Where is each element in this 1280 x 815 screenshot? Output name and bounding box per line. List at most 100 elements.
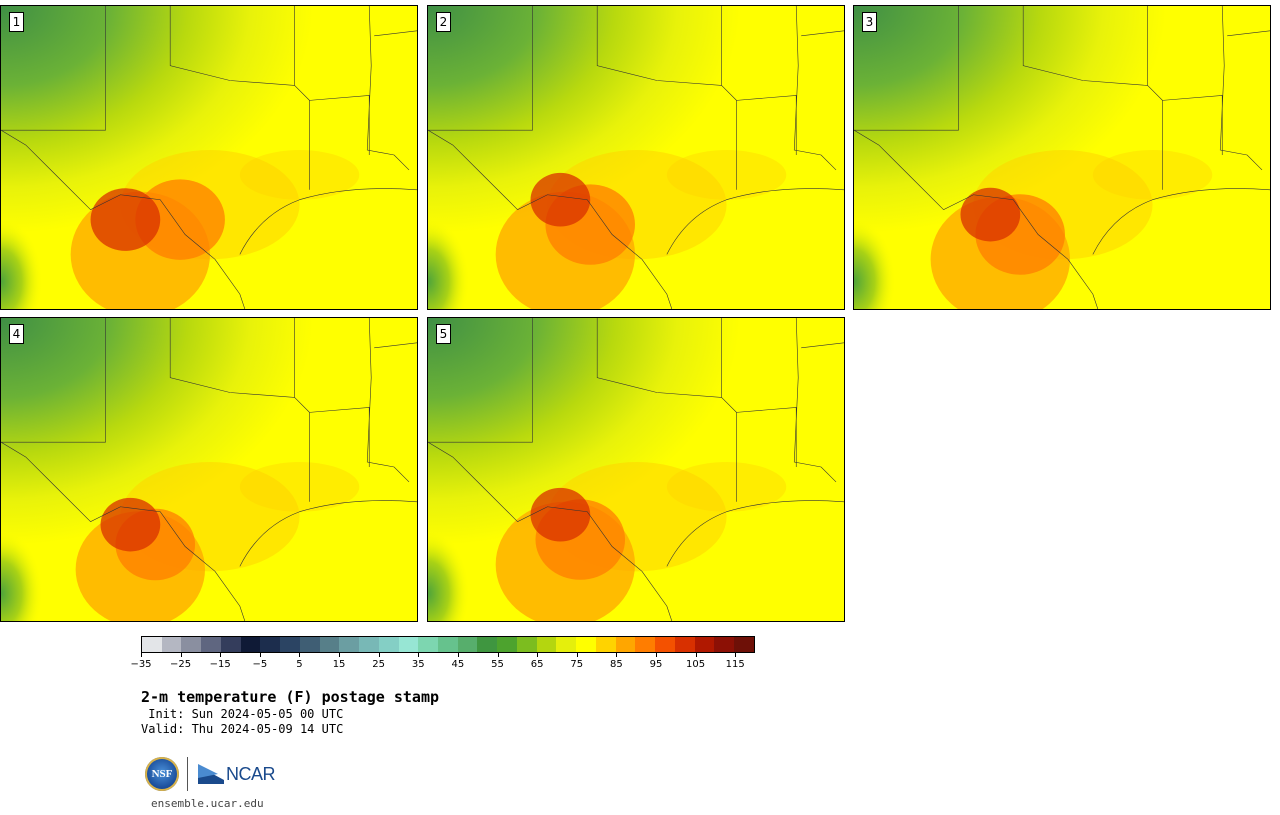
colorbar-segment (714, 637, 735, 652)
colorbar-segment (201, 637, 221, 652)
map-panel-5: 5 (427, 317, 845, 622)
border-line (1022, 6, 1148, 86)
nsf-logo-text: NSF (151, 768, 173, 780)
hot-region (530, 172, 591, 227)
border-line (309, 407, 370, 468)
border-line (428, 441, 673, 621)
colorbar-tick-label: −5 (252, 659, 268, 670)
temperature-map (428, 318, 844, 621)
valid-time: Valid: Thu 2024-05-09 14 UTC (141, 722, 344, 736)
colorbar-tick-label: 95 (649, 659, 663, 670)
border-line (1147, 85, 1163, 190)
colorbar-segment (359, 637, 379, 652)
colorbar-tick-label: 25 (372, 659, 386, 670)
border-line (239, 188, 417, 255)
colorbar-tick (259, 653, 261, 657)
border-line (596, 6, 722, 86)
temperature-map (428, 6, 844, 309)
hot-region (960, 187, 1021, 242)
colorbar-segment (161, 637, 182, 652)
colorbar-tick-label: −15 (209, 659, 231, 670)
warm-region (239, 462, 360, 512)
colorbar-segment (615, 637, 636, 652)
colorbar-segment (260, 637, 281, 652)
border-line (428, 6, 533, 131)
border-line (854, 6, 959, 131)
colorbar-segment (378, 637, 399, 652)
border-line (428, 318, 533, 443)
border-line (1162, 95, 1223, 156)
colorbar-segment (240, 637, 261, 652)
colorbar-tick (695, 653, 697, 657)
colorbar-segment (694, 637, 715, 652)
map-panel-4: 4 (0, 317, 418, 622)
hot-region (100, 497, 161, 552)
border-line (169, 318, 295, 398)
colorbar-tick-label: 65 (530, 659, 544, 670)
source-url: ensemble.ucar.edu (151, 797, 264, 810)
colorbar-segment (536, 637, 557, 652)
colorbar-segment (655, 637, 675, 652)
chart-title: 2-m temperature (F) postage stamp (141, 688, 440, 706)
colorbar-tick (339, 653, 341, 657)
map-panel-3: 3 (853, 5, 1271, 310)
colorbar-tick (378, 653, 380, 657)
border-line (801, 342, 844, 349)
border-line (428, 129, 673, 309)
panel-label: 3 (862, 12, 877, 32)
colorbar-tick-label: −25 (170, 659, 192, 670)
colorbar-segment (734, 637, 754, 652)
colorbar-segment (339, 637, 360, 652)
colorbar-segment (142, 637, 162, 652)
colorbar-segment (181, 637, 202, 652)
logo-divider (187, 757, 188, 791)
border-line (1, 129, 246, 309)
border-line (721, 397, 737, 502)
border-line (666, 188, 844, 255)
colorbar-tick (220, 653, 222, 657)
hot-region (530, 487, 591, 542)
border-line (239, 500, 417, 567)
colorbar-segment (595, 637, 616, 652)
warm-region (666, 150, 787, 200)
colorbar-tick-label: −35 (130, 659, 152, 670)
border-line (374, 342, 417, 349)
border-line (596, 318, 722, 398)
init-time: Init: Sun 2024-05-05 00 UTC (141, 707, 344, 721)
border-line (736, 407, 797, 468)
colorbar-tick (299, 653, 301, 657)
border-line (1, 318, 106, 443)
nsf-logo: NSF (145, 757, 179, 791)
colorbar-tick (180, 653, 182, 657)
colorbar-tick-label: 55 (491, 659, 504, 670)
border-line (721, 85, 737, 190)
colorbar-segment (398, 637, 419, 652)
warm-region (239, 150, 360, 200)
colorbar-segment (220, 637, 241, 652)
map-panel-1: 1 (0, 5, 418, 310)
colorbar-segment (576, 637, 596, 652)
colorbar-tick-label: 45 (451, 659, 465, 670)
colorbar-segment (457, 637, 478, 652)
colorbar-segment (299, 637, 320, 652)
ncar-logo-text: NCAR (226, 763, 276, 784)
colorbar-segment (418, 637, 439, 652)
colorbar-tick (735, 653, 737, 657)
logos: NSF NCAR (145, 756, 276, 792)
temperature-map (854, 6, 1270, 309)
border-line (793, 6, 837, 171)
border-line (801, 30, 844, 37)
border-line (374, 30, 417, 37)
hot-region (90, 188, 161, 251)
colorbar-tick-label: 105 (686, 659, 706, 670)
border-line (1, 6, 106, 131)
ncar-logo: NCAR (198, 763, 276, 785)
border-line (309, 95, 370, 156)
border-line (1, 441, 246, 621)
colorbar (141, 636, 755, 653)
border-line (366, 6, 410, 171)
colorbar-tick-label: 75 (570, 659, 584, 670)
colorbar-tick (537, 653, 539, 657)
border-line (793, 318, 837, 483)
colorbar-segment (477, 637, 498, 652)
